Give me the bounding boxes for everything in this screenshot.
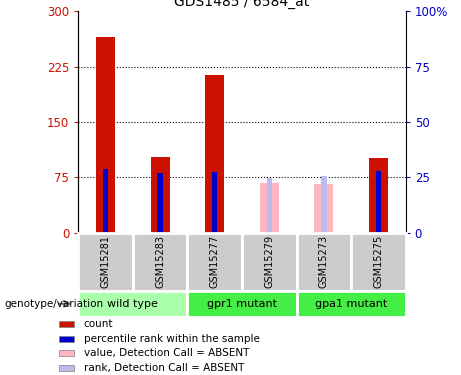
Text: GSM15277: GSM15277 <box>210 235 220 288</box>
Bar <box>376 171 381 232</box>
Bar <box>59 336 74 342</box>
Bar <box>369 158 388 232</box>
Text: genotype/variation: genotype/variation <box>5 299 104 309</box>
Text: rank, Detection Call = ABSENT: rank, Detection Call = ABSENT <box>84 363 244 373</box>
Bar <box>314 184 333 232</box>
Text: GSM15281: GSM15281 <box>100 235 111 288</box>
Text: GSM15283: GSM15283 <box>155 235 165 288</box>
Bar <box>266 178 272 232</box>
Bar <box>260 183 279 232</box>
Bar <box>78 232 133 291</box>
Bar <box>59 365 74 370</box>
Bar <box>158 173 163 232</box>
Bar <box>296 232 351 291</box>
Bar <box>96 37 115 232</box>
Bar <box>59 350 74 356</box>
Text: wild type: wild type <box>107 299 159 309</box>
Bar <box>78 291 188 317</box>
Bar <box>296 291 406 317</box>
Bar <box>188 232 242 291</box>
Text: GSM15275: GSM15275 <box>373 235 384 288</box>
Bar <box>133 232 188 291</box>
Text: GSM15279: GSM15279 <box>264 235 274 288</box>
Text: gpa1 mutant: gpa1 mutant <box>315 299 387 309</box>
Bar <box>103 170 108 232</box>
Bar <box>321 176 326 232</box>
Bar <box>351 232 406 291</box>
Text: value, Detection Call = ABSENT: value, Detection Call = ABSENT <box>84 348 249 358</box>
Title: GDS1485 / 6584_at: GDS1485 / 6584_at <box>174 0 310 9</box>
Bar <box>242 232 296 291</box>
Text: gpr1 mutant: gpr1 mutant <box>207 299 277 309</box>
Bar <box>205 75 225 232</box>
Text: percentile rank within the sample: percentile rank within the sample <box>84 334 260 344</box>
Bar <box>151 156 170 232</box>
Bar <box>59 321 74 327</box>
Bar <box>212 172 218 232</box>
Bar <box>188 291 296 317</box>
Text: count: count <box>84 319 113 329</box>
Text: GSM15273: GSM15273 <box>319 235 329 288</box>
